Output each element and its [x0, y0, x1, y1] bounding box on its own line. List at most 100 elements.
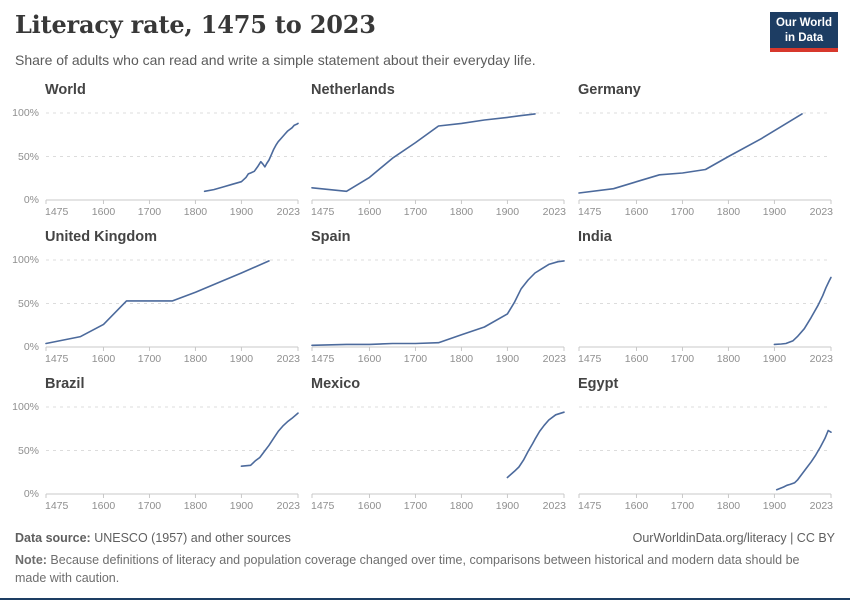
note-value: Because definitions of literacy and popu… — [15, 553, 800, 586]
y-axis-label: 100% — [12, 401, 39, 413]
x-axis-label: 1600 — [358, 206, 382, 216]
facet-title: Germany — [578, 82, 641, 98]
x-axis-label: 1700 — [671, 206, 695, 216]
x-axis-label: 1475 — [45, 206, 69, 216]
x-axis-label: 1700 — [671, 500, 695, 510]
x-axis-label: 1475 — [578, 206, 602, 216]
x-axis-label: 1475 — [45, 353, 69, 363]
data-line — [311, 113, 536, 193]
x-axis-label: 1600 — [625, 500, 649, 510]
x-axis-label: 1600 — [625, 353, 649, 363]
x-axis-label: 1700 — [138, 500, 162, 510]
x-axis-label: 1700 — [138, 353, 162, 363]
page-title: Literacy rate, 1475 to 2023 — [15, 10, 376, 39]
line-chart-svg: 1475 1600 1700 1800 1900 2023 — [45, 259, 301, 365]
y-axis-label: 0% — [23, 341, 39, 353]
y-axis-label: 50% — [17, 297, 39, 310]
data-line — [311, 260, 565, 347]
y-axis-label: 0% — [23, 488, 39, 500]
facet-spain: Spain 1475 1600 1700 1800 1900 2023 — [311, 229, 567, 367]
x-axis-label: 1600 — [92, 353, 116, 363]
x-axis-label: 1900 — [230, 353, 254, 363]
x-axis-label: 1475 — [311, 353, 335, 363]
logo-line1: Our World — [775, 17, 832, 29]
logo-line2: in Data — [784, 32, 824, 44]
y-axis-label: 50% — [17, 150, 39, 163]
y-axis-label: 100% — [12, 107, 39, 119]
footer-source-row: Data source: UNESCO (1957) and other sou… — [15, 531, 835, 545]
facet-brazil: Brazil 0% 50% 100% 1475 1600 1700 1800 1900 2023 — [12, 376, 301, 514]
y-axis-label: 50% — [17, 444, 39, 457]
x-axis-label: 1475 — [311, 500, 335, 510]
x-axis-label: 1475 — [45, 500, 69, 510]
line-chart-svg: 1475 1600 1700 1800 1900 2023 — [578, 406, 834, 512]
x-axis-label: 1800 — [450, 500, 474, 510]
x-axis-label: 1800 — [184, 500, 208, 510]
data-line — [506, 411, 565, 479]
data-line — [203, 122, 299, 193]
x-axis-label: 2023 — [810, 500, 834, 510]
line-chart-svg: 1475 1600 1700 1800 1900 2023 — [45, 406, 301, 512]
line-chart-svg: 1475 1600 1700 1800 1900 2023 — [578, 112, 833, 218]
x-axis-label: 1800 — [717, 500, 741, 510]
x-axis-label: 1475 — [311, 206, 335, 216]
data-source-text: Data source: UNESCO (1957) and other sou… — [15, 531, 291, 545]
x-axis-label: 1800 — [450, 206, 474, 216]
line-chart-svg: 1475 1600 1700 1800 1900 2023 — [311, 112, 567, 218]
chart-subtitle: Share of adults who can read and write a… — [15, 52, 536, 68]
x-axis-label: 1800 — [717, 353, 741, 363]
data-line — [578, 113, 803, 194]
y-axis-label: 100% — [12, 254, 39, 266]
x-axis-label: 1700 — [671, 353, 695, 363]
data-source-label: Data source: — [15, 531, 91, 545]
data-line — [240, 412, 299, 467]
x-axis-label: 1475 — [578, 353, 602, 363]
x-axis-label: 1700 — [138, 206, 162, 216]
facet-united-kingdom: United Kingdom 0% 50% 100% 1475 1600 1700 1800 1… — [12, 229, 301, 367]
facet-title: Mexico — [311, 376, 361, 392]
x-axis-label: 1600 — [358, 353, 382, 363]
line-chart-svg: 1475 1600 1700 1800 1900 2023 — [45, 112, 300, 218]
x-axis-label: 2023 — [277, 353, 301, 363]
x-axis-label: 2023 — [543, 500, 567, 510]
facet-title: Spain — [311, 229, 351, 245]
x-axis-label: 2023 — [543, 353, 567, 363]
x-axis-label: 1800 — [184, 206, 208, 216]
x-axis-label: 1900 — [496, 206, 520, 216]
line-chart-svg: 1475 1600 1700 1800 1900 2023 — [311, 259, 567, 365]
data-source-value: UNESCO (1957) and other sources — [90, 531, 291, 545]
x-axis-label: 1700 — [404, 500, 428, 510]
bottom-accent-bar — [0, 598, 850, 600]
x-axis-label: 2023 — [277, 500, 301, 510]
x-axis-label: 1600 — [92, 206, 116, 216]
x-axis-label: 1700 — [404, 353, 428, 363]
facet-egypt: Egypt 1475 1600 1700 1800 1900 2023 — [578, 376, 834, 514]
x-axis-label: 1800 — [450, 353, 474, 363]
x-axis-label: 1600 — [358, 500, 382, 510]
facet-title: Brazil — [45, 376, 85, 392]
x-axis-label: 1600 — [625, 206, 649, 216]
owid-logo[interactable]: Our World in Data — [770, 12, 838, 52]
data-line — [45, 260, 270, 345]
facet-world: World 0% 50% 100% 1475 1600 1700 1800 1900 2023 — [12, 82, 301, 220]
x-axis-label: 1900 — [230, 206, 254, 216]
facet-title: World — [45, 82, 86, 98]
y-axis-label: 0% — [23, 194, 39, 206]
facet-mexico: Mexico 1475 1600 1700 1800 1900 2023 — [311, 376, 567, 514]
note-label: Note: — [15, 553, 47, 567]
facet-germany: Germany 1475 1600 1700 1800 1900 2023 — [578, 82, 834, 220]
data-line — [775, 429, 832, 491]
license-link[interactable]: OurWorldinData.org/literacy | CC BY — [632, 531, 835, 545]
line-chart-svg: 1475 1600 1700 1800 1900 2023 — [311, 406, 567, 512]
x-axis-label: 1700 — [404, 206, 428, 216]
footer-note: Note: Because definitions of literacy an… — [15, 551, 833, 587]
data-line — [773, 276, 832, 346]
x-axis-label: 2023 — [810, 353, 834, 363]
x-axis-label: 2023 — [543, 206, 567, 216]
facet-title: United Kingdom — [45, 229, 157, 245]
x-axis-label: 1800 — [184, 353, 208, 363]
facet-title: Netherlands — [311, 82, 395, 98]
x-axis-label: 1900 — [763, 353, 787, 363]
x-axis-label: 1900 — [763, 500, 787, 510]
